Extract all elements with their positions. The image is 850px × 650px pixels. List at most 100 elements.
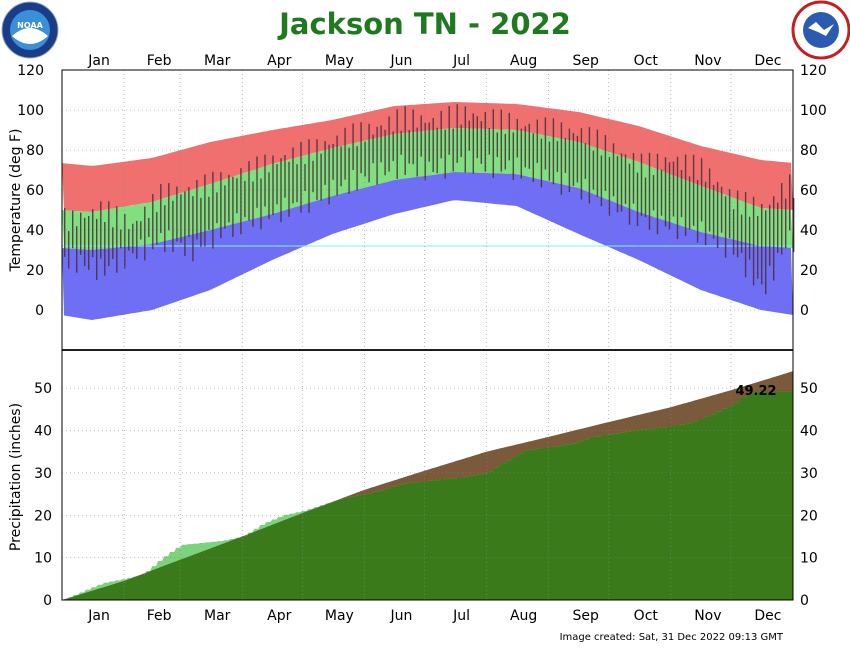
temp-tick-left: 100: [17, 103, 44, 119]
observed-temp-bar: [228, 174, 230, 223]
observed-temp-bar: [752, 196, 755, 286]
precip-base-area: [62, 391, 793, 600]
observed-temp-bar: [444, 129, 446, 179]
observed-temp-bar: [364, 141, 366, 177]
observed-temp-bar: [408, 130, 410, 164]
observed-temp-bar: [152, 194, 154, 250]
observed-temp-bar: [496, 132, 498, 157]
observed-temp-bar: [632, 153, 635, 204]
observed-temp-bar: [104, 222, 106, 276]
observed-temp-bar: [280, 158, 282, 223]
observed-temp-bar: [172, 200, 174, 252]
temp-tick-right: 100: [800, 103, 827, 119]
observed-temp-bar: [468, 120, 470, 151]
observed-temp-bar: [793, 198, 795, 252]
observed-temp-bar: [757, 215, 759, 279]
observed-temp-bar: [680, 170, 683, 218]
observed-temp-bar: [676, 156, 679, 239]
observed-temp-bar: [696, 179, 699, 243]
observed-temp-bar: [664, 157, 667, 227]
month-label-top: Feb: [147, 53, 172, 69]
observed-temp-bar: [136, 220, 138, 259]
month-label-top: Oct: [634, 53, 659, 69]
observed-temp-bar: [608, 156, 611, 216]
month-label-bottom: Apr: [267, 608, 291, 624]
observed-temp-bar: [112, 227, 114, 260]
observed-temp-bar: [740, 214, 743, 253]
observed-temp-bar: [316, 139, 318, 201]
observed-temp-bar: [432, 118, 434, 172]
observed-temp-bar: [660, 169, 663, 216]
observed-temp-bar: [580, 128, 583, 200]
precip-total-annotation: 49.22: [735, 384, 776, 399]
temperature-panel: [62, 102, 795, 320]
temp-tick-left: 120: [17, 63, 44, 79]
observed-temp-bar: [416, 127, 418, 177]
month-label-bottom: Feb: [147, 608, 172, 624]
observed-temp-bar: [777, 202, 779, 253]
month-label-top: Dec: [754, 53, 781, 69]
observed-temp-bar: [356, 146, 358, 191]
observed-temp-bar: [176, 186, 178, 242]
observed-temp-bar: [720, 186, 723, 233]
precip-tick-right: 20: [800, 508, 818, 524]
observed-temp-bar: [232, 176, 234, 237]
observed-temp-bar: [80, 212, 82, 255]
observed-temp-bar: [372, 134, 374, 164]
month-label-top: Sep: [573, 53, 600, 69]
temperature-axis-label: Temperature (deg F): [8, 129, 24, 273]
axes: 0 0 20 20 40 40 60 60 80 80 100 100 120 120 0 0 10 10 20 20…: [17, 53, 826, 624]
observed-temp-bar: [728, 189, 731, 239]
observed-temp-bar: [384, 129, 386, 176]
footer-timestamp: Image created: Sat, 31 Dec 2022 09:13 GM…: [560, 632, 784, 643]
observed-temp-bar: [272, 155, 274, 216]
temp-tick-right: 120: [800, 63, 827, 79]
observed-temp-bar: [308, 139, 310, 213]
observed-temp-bar: [312, 160, 314, 193]
observed-temp-bar: [212, 171, 214, 249]
observed-temp-bar: [732, 209, 735, 255]
observed-temp-bar: [700, 158, 703, 222]
observed-temp-bar: [648, 152, 651, 230]
observed-temp-bar: [156, 212, 158, 245]
observed-temp-bar: [560, 122, 563, 195]
observed-temp-bar: [492, 109, 494, 178]
precip-tick-left: 10: [34, 551, 52, 567]
observed-temp-bar: [128, 229, 130, 251]
observed-temp-bar: [336, 135, 338, 196]
observed-temp-bar: [612, 143, 615, 197]
observed-temp-bar: [164, 205, 166, 253]
observed-temp-bar: [188, 187, 190, 237]
observed-temp-bar: [72, 210, 74, 249]
observed-temp-bar: [652, 175, 655, 211]
observed-temp-bar: [376, 126, 378, 185]
observed-temp-bar: [300, 141, 302, 213]
observed-temp-bar: [572, 133, 575, 186]
observed-temp-bar: [400, 130, 402, 155]
precip-tick-left: 0: [43, 593, 52, 609]
observed-temp-bar: [712, 184, 715, 239]
precip-tick-right: 10: [800, 551, 818, 567]
precipitation-axis-label: Precipitation (inches): [8, 403, 24, 551]
observed-temp-bar: [120, 229, 122, 249]
observed-temp-bar: [268, 172, 270, 220]
observed-temp-bar: [512, 132, 514, 180]
observed-temp-bar: [148, 217, 150, 237]
observed-temp-bar: [744, 192, 747, 278]
observed-temp-bar: [192, 196, 194, 262]
month-label-bottom: Dec: [754, 608, 781, 624]
observed-temp-bar: [773, 196, 775, 281]
observed-temp-bar: [208, 196, 210, 230]
record-low-band: [62, 172, 793, 320]
observed-temp-bar: [484, 112, 486, 172]
observed-temp-bar: [704, 181, 707, 246]
month-label-top: Apr: [267, 53, 291, 69]
observed-temp-bar: [488, 127, 490, 155]
observed-temp-bar: [240, 168, 242, 235]
observed-temp-bar: [500, 109, 502, 172]
observed-temp-bar: [769, 204, 771, 266]
temp-tick-left: 20: [26, 263, 44, 279]
nws-logo: [791, 0, 850, 60]
temp-tick-right: 40: [800, 223, 818, 239]
observed-temp-bar: [761, 204, 763, 285]
